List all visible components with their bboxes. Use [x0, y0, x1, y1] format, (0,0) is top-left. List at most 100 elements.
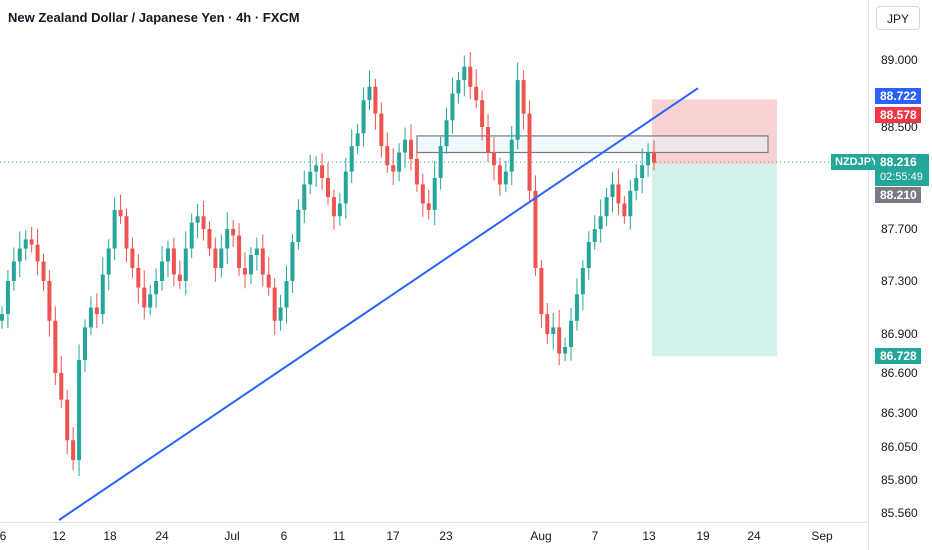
symbol-tag: NZDJPY: [831, 154, 883, 170]
candle: [207, 229, 212, 249]
candle: [278, 307, 283, 321]
candle: [497, 165, 502, 185]
candle: [314, 165, 319, 172]
price-tick: 86.300: [881, 406, 918, 420]
risk-zone: [652, 99, 777, 164]
candle: [219, 248, 224, 268]
candle: [367, 86, 372, 101]
candle: [379, 113, 384, 147]
candle: [213, 248, 218, 268]
candle: [604, 197, 609, 217]
candle: [539, 268, 544, 315]
candle: [640, 165, 645, 178]
candle: [136, 268, 141, 288]
candle: [515, 80, 520, 140]
candle: [100, 274, 105, 315]
current-price-badge: 88.216 02:55:49: [875, 154, 929, 186]
candle: [373, 86, 378, 114]
time-tick: 6: [0, 529, 7, 543]
candle: [474, 86, 479, 101]
candle: [480, 100, 485, 127]
candle: [189, 222, 194, 249]
time-tick: 19: [696, 529, 710, 543]
stop-price-badge: 88.722: [875, 88, 921, 104]
candle: [432, 178, 437, 210]
candle: [391, 165, 396, 172]
candle: [302, 184, 307, 210]
price-tick: 86.600: [881, 366, 918, 380]
currency-button[interactable]: JPY: [876, 6, 920, 30]
candle: [243, 268, 248, 275]
candle: [361, 100, 366, 134]
price-tick: 86.050: [881, 440, 918, 454]
candle: [545, 314, 550, 334]
candle: [130, 248, 135, 268]
candle: [628, 190, 633, 217]
candle: [272, 287, 277, 321]
candle: [521, 80, 526, 114]
candle: [408, 139, 413, 159]
candle: [652, 152, 656, 163]
candle: [195, 216, 200, 223]
candle: [254, 248, 259, 255]
target-price-badge: 86.728: [875, 348, 921, 364]
time-tick: Aug: [530, 529, 552, 543]
candle: [118, 209, 123, 217]
time-axis-divider: [0, 522, 868, 523]
resistance-zone: [416, 135, 769, 154]
candle: [5, 281, 10, 315]
candle: [47, 281, 52, 321]
time-tick: 13: [642, 529, 656, 543]
candle: [160, 261, 165, 281]
time-tick: 17: [386, 529, 400, 543]
candle: [296, 209, 301, 242]
candle: [266, 274, 271, 288]
candle: [183, 248, 188, 281]
price-tick: 85.800: [881, 473, 918, 487]
candles: [0, 52, 656, 477]
candle: [634, 178, 639, 191]
current-price: 88.216: [880, 155, 917, 169]
candle: [23, 239, 28, 249]
candle: [420, 184, 425, 204]
candle: [142, 287, 147, 308]
candle: [491, 152, 496, 166]
candle: [0, 314, 4, 321]
candle: [82, 327, 87, 360]
candle: [65, 399, 70, 441]
time-tick: 24: [747, 529, 761, 543]
candle: [260, 248, 265, 275]
candle: [444, 120, 449, 147]
candle: [462, 66, 467, 81]
price-tick: 85.560: [881, 506, 918, 520]
entry-price-badge: 88.210: [875, 187, 921, 203]
candle: [94, 307, 99, 315]
candle: [106, 248, 111, 275]
candle: [527, 113, 532, 191]
candle: [503, 171, 508, 185]
candle: [586, 242, 591, 268]
candle: [59, 373, 64, 400]
candle: [337, 203, 342, 217]
candle: [414, 158, 419, 185]
candle: [397, 152, 402, 172]
candle: [231, 229, 236, 236]
candle: [468, 66, 473, 87]
candle: [225, 229, 230, 249]
trendline: [58, 87, 699, 521]
time-tick: 18: [103, 529, 117, 543]
candle: [563, 347, 568, 354]
candle: [11, 261, 16, 281]
chart-canvas[interactable]: [0, 0, 868, 522]
candle: [35, 244, 40, 262]
candle: [533, 190, 538, 268]
candle: [574, 294, 579, 321]
position-zones: [416, 99, 777, 357]
candle: [290, 242, 295, 281]
price-tick: 89.000: [881, 53, 918, 67]
candle: [450, 93, 455, 121]
candle: [71, 440, 76, 461]
price-axis-divider: [868, 0, 869, 550]
time-tick: 23: [439, 529, 453, 543]
candle: [646, 152, 651, 166]
